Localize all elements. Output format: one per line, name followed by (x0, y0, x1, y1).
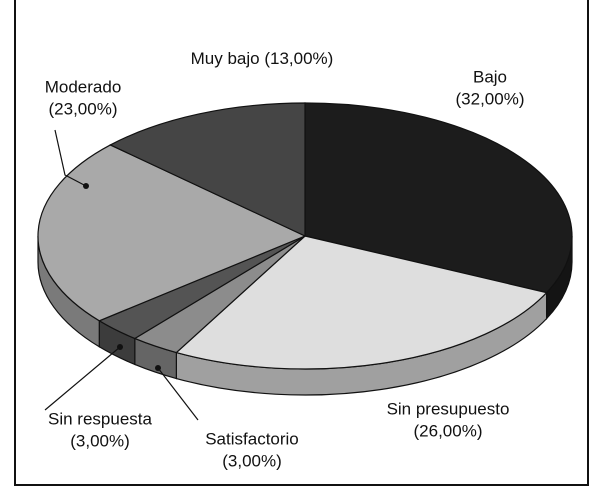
leader-line (54, 129, 87, 187)
leader-line (44, 346, 121, 411)
frame (14, 0, 589, 486)
slice-label: Muy bajo (13,00%) (191, 49, 334, 68)
value-label: (23,00%) (49, 99, 118, 118)
value-label: (3,00%) (70, 431, 130, 450)
leader-dot (155, 365, 161, 371)
category-label: Muy bajo (191, 49, 260, 68)
labels: Bajo (32,00%) Sin presupuesto (26,00%) Satis… (44, 49, 525, 470)
value-label: (32,00%) (456, 89, 525, 108)
category-label: Bajo (473, 67, 507, 86)
value-label: (26,00%) (414, 421, 483, 440)
category-label: Moderado (45, 77, 122, 96)
pie-tops (37, 102, 573, 370)
leader-line (157, 367, 199, 421)
category-label: Sin respuesta (48, 409, 152, 428)
pie-slice (304, 102, 573, 294)
category-label: Sin presupuesto (387, 399, 510, 418)
category-label: Satisfactorio (205, 429, 299, 448)
value-label: (13,00%) (264, 49, 333, 68)
leader-dot (83, 183, 89, 189)
leader-dot (117, 344, 123, 350)
pie-slice (109, 102, 306, 237)
value-label: (3,00%) (222, 451, 282, 470)
pie-slice (37, 144, 307, 322)
